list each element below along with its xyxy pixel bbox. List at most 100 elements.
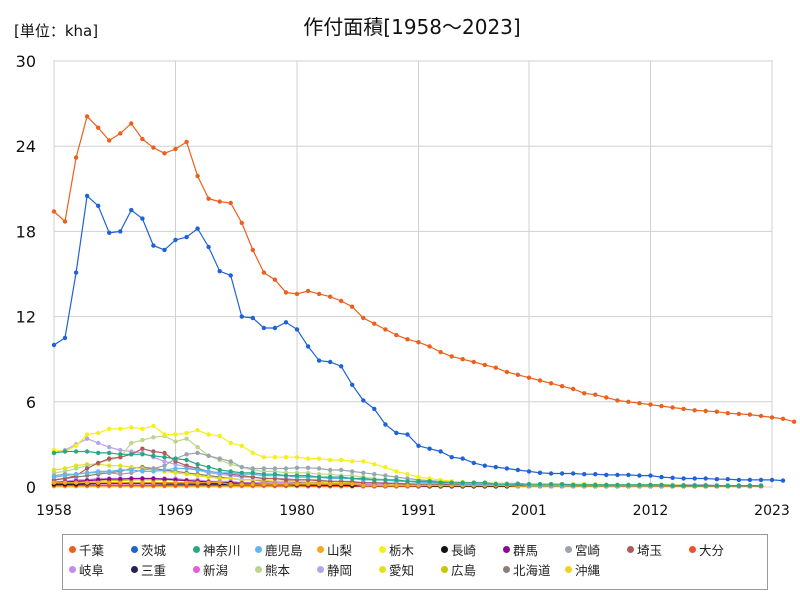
legend-label: 沖縄 [575, 562, 601, 578]
data-point [173, 470, 178, 475]
data-point [151, 480, 156, 485]
legend: 千葉 茨城 神奈川 鹿児島 山梨 栃木 長崎 群馬 宮崎 埼玉 大分 岐阜 三重 新潟 熊本 静岡 愛知 広島 北海… [62, 534, 768, 590]
data-point [339, 457, 344, 463]
data-point [725, 411, 730, 416]
data-point [51, 209, 57, 214]
data-point [118, 472, 123, 477]
data-point [84, 436, 90, 441]
legend-label: 新潟 [203, 562, 229, 578]
data-point [571, 471, 576, 476]
data-point [769, 415, 775, 420]
data-point [239, 470, 244, 475]
data-point [537, 482, 543, 487]
data-point [593, 482, 598, 488]
data-point [372, 321, 377, 326]
data-point [173, 237, 178, 243]
data-point [725, 477, 730, 482]
data-point [294, 465, 300, 470]
legend-marker [317, 565, 324, 573]
legend-label: 熊本 [265, 562, 291, 578]
data-point [681, 406, 686, 412]
data-point [195, 450, 200, 456]
legend-label: 鹿児島 [265, 542, 303, 558]
data-point [703, 408, 708, 414]
data-point [692, 408, 697, 413]
data-point [449, 354, 454, 359]
data-point [184, 457, 189, 463]
data-point [626, 472, 631, 478]
data-point [604, 395, 609, 400]
data-point [372, 472, 377, 477]
data-point [195, 173, 200, 179]
legend-item: 茨城 [131, 542, 193, 558]
data-point [195, 467, 200, 473]
data-point [228, 459, 233, 464]
data-point [84, 449, 90, 454]
data-point [73, 466, 79, 471]
data-point [460, 480, 465, 485]
data-point [239, 482, 244, 487]
data-point [316, 478, 322, 483]
data-point [195, 428, 200, 433]
data-point [328, 457, 333, 463]
legend-item: 神奈川 [193, 542, 255, 558]
data-point [73, 155, 79, 160]
data-point [416, 479, 421, 484]
data-point [162, 477, 167, 482]
legend-marker [565, 565, 572, 573]
data-point [305, 482, 311, 487]
data-point [272, 482, 278, 487]
data-point [769, 477, 775, 483]
data-point [217, 467, 222, 473]
data-point [217, 433, 222, 439]
data-point [316, 456, 322, 461]
x-tick-label: 1958 [36, 503, 72, 519]
data-point [372, 462, 377, 467]
data-point [758, 483, 764, 488]
data-point [206, 453, 211, 458]
data-point [405, 472, 410, 477]
data-point [151, 145, 156, 150]
y-tick-label: 12 [16, 308, 36, 327]
data-point [526, 375, 532, 380]
data-point [239, 443, 244, 448]
data-point [283, 320, 289, 325]
data-point [96, 480, 101, 485]
data-point [129, 440, 134, 446]
data-point [515, 482, 521, 487]
legend-item: 栃木 [379, 542, 441, 558]
data-point [294, 473, 300, 478]
data-point [107, 426, 112, 431]
data-point [515, 467, 521, 473]
data-point [217, 269, 222, 274]
data-point [162, 247, 167, 253]
legend-item: 埼玉 [627, 542, 689, 558]
data-point [62, 219, 68, 224]
data-point [283, 455, 289, 460]
data-point [703, 483, 708, 488]
data-point [747, 412, 753, 417]
data-point [84, 193, 90, 199]
data-point [184, 436, 189, 441]
x-tick-label: 2001 [511, 503, 547, 519]
data-point [604, 482, 609, 488]
data-point [305, 473, 311, 478]
plot-border [53, 60, 773, 488]
data-point [648, 402, 653, 407]
data-point [383, 464, 388, 470]
x-tick-label: 2012 [633, 503, 669, 519]
data-point [228, 469, 233, 474]
data-point [405, 432, 410, 437]
data-point [681, 476, 686, 481]
data-point [173, 432, 178, 437]
data-point [96, 460, 101, 466]
data-point [107, 480, 112, 485]
data-point [648, 473, 653, 478]
data-point [250, 247, 255, 253]
data-point [637, 473, 642, 478]
data-point [582, 391, 587, 396]
legend-marker [255, 565, 262, 573]
legend-item: 愛知 [379, 562, 441, 578]
data-point [140, 452, 145, 457]
y-tick-label: 6 [26, 393, 36, 412]
